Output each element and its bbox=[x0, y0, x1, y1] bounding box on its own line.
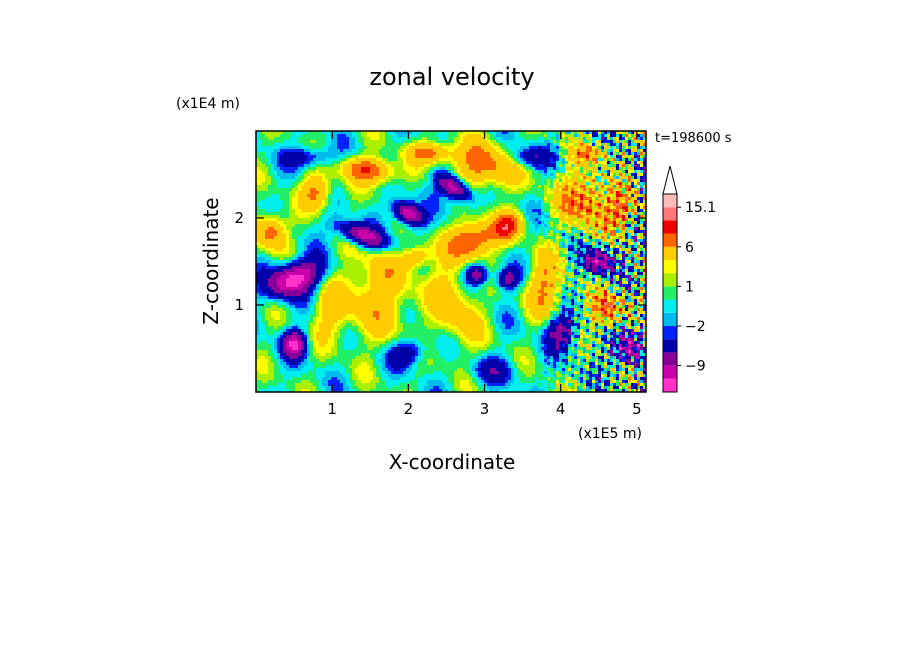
colorbar-swatch bbox=[663, 207, 677, 221]
colorbar-swatch bbox=[663, 220, 677, 234]
colorbar-swatch bbox=[663, 378, 677, 392]
colorbar-label: 6 bbox=[685, 240, 694, 256]
x-tick-label: 1 bbox=[327, 400, 337, 418]
colorbar-labels: 15.1 6 1 −2 −9 bbox=[677, 200, 716, 375]
colorbar-swatch bbox=[663, 246, 677, 260]
colorbar-swatch bbox=[663, 273, 677, 287]
colorbar-label: 15.1 bbox=[685, 200, 716, 216]
colorbar-swatch bbox=[663, 312, 677, 326]
x-tick-label: 2 bbox=[404, 400, 414, 418]
x-tick-label: 5 bbox=[632, 400, 642, 418]
plot-frame bbox=[255, 130, 647, 393]
x-tick-label: 4 bbox=[556, 400, 566, 418]
time-label: t=198600 s bbox=[655, 131, 732, 146]
x-unit-label: (x1E5 m) bbox=[578, 426, 642, 442]
colorbar-swatch bbox=[663, 299, 677, 313]
y-tick-label: 1 bbox=[234, 296, 244, 314]
y-axis-ticks: 12 bbox=[234, 209, 646, 314]
colorbar-swatch bbox=[663, 286, 677, 300]
x-axis-title: X-coordinate bbox=[389, 450, 516, 474]
colorbar-label: −9 bbox=[685, 359, 706, 375]
y-axis-title: Z-coordinate bbox=[199, 197, 223, 324]
y-tick-label: 2 bbox=[234, 209, 244, 227]
colorbar-swatch bbox=[663, 233, 677, 247]
colorbar-swatch bbox=[663, 352, 677, 366]
colorbar bbox=[662, 165, 678, 393]
x-tick-label: 3 bbox=[480, 400, 490, 418]
colorbar-swatch bbox=[663, 339, 677, 353]
x-axis-ticks: 1 2 3 4 5 bbox=[327, 131, 642, 418]
colorbar-label: 1 bbox=[685, 279, 694, 295]
colorbar-swatch bbox=[663, 365, 677, 379]
y-unit-label: (x1E4 m) bbox=[176, 96, 240, 112]
colorbar-label: −2 bbox=[685, 319, 706, 335]
colorbar-swatch bbox=[663, 326, 677, 340]
chart-title: zonal velocity bbox=[369, 63, 534, 91]
colorbar-swatch bbox=[663, 194, 677, 208]
colorbar-swatch bbox=[663, 260, 677, 274]
velocity-field bbox=[256, 131, 646, 392]
colorbar-frame bbox=[662, 193, 678, 393]
